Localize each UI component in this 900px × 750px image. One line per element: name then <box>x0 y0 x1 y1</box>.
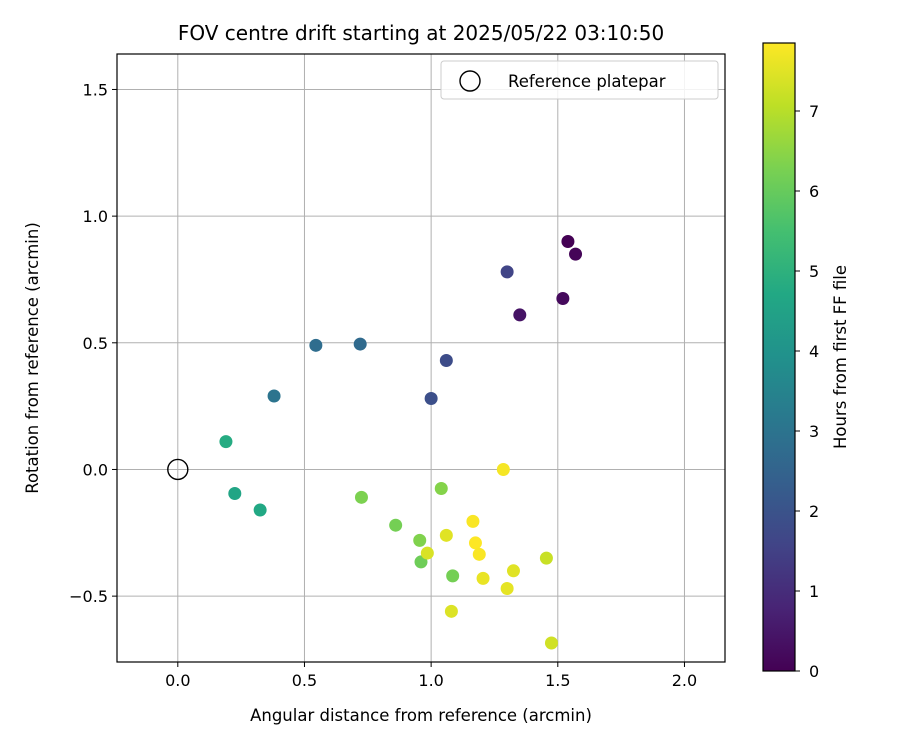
colorbar-ticks: 0 1 2 3 4 5 6 7 <box>795 102 819 681</box>
data-point <box>513 308 527 322</box>
legend-box <box>440 60 719 100</box>
legend-label: Reference platepar <box>508 72 666 91</box>
reference-point-marker <box>167 458 189 481</box>
colorbar-tick-label: 5 <box>809 262 819 281</box>
y-axis-label: Rotation from reference (arcmin) <box>23 222 42 494</box>
data-point <box>500 582 514 596</box>
data-point <box>267 389 281 403</box>
data-point <box>439 354 453 368</box>
x-tick-label: 1.5 <box>545 671 570 690</box>
y-tick-label: 1.0 <box>83 207 108 226</box>
data-points <box>219 234 583 650</box>
y-tick-label: 0.0 <box>83 460 108 479</box>
plot-frame <box>116 53 726 663</box>
data-point <box>556 291 570 305</box>
reference-point-layer <box>167 458 189 481</box>
data-point <box>353 337 367 351</box>
colorbar-tick-label: 1 <box>809 582 819 601</box>
data-point <box>539 551 553 565</box>
colorbar: 0 1 2 3 4 5 6 7 Hours from first FF file <box>762 42 850 681</box>
data-point <box>413 533 427 547</box>
data-point <box>472 547 486 561</box>
data-point <box>496 462 510 476</box>
data-point <box>309 338 323 352</box>
data-point <box>544 636 558 650</box>
colorbar-tick-label: 4 <box>809 342 819 361</box>
colorbar-tick-label: 7 <box>809 102 819 121</box>
x-tick-label: 2.0 <box>672 671 697 690</box>
y-axis-ticks: −0.5 0.0 0.5 1.0 1.5 <box>69 80 117 606</box>
data-point <box>389 518 403 532</box>
x-tick-label: 1.0 <box>418 671 443 690</box>
data-point <box>476 571 490 585</box>
y-tick-label: −0.5 <box>69 587 108 606</box>
data-point <box>420 546 434 560</box>
data-point <box>444 604 458 618</box>
y-tick-label: 1.5 <box>83 80 108 99</box>
colorbar-tick-label: 6 <box>809 182 819 201</box>
data-point <box>219 435 233 449</box>
data-point <box>569 247 583 261</box>
chart-title: FOV centre drift starting at 2025/05/22 … <box>178 21 664 45</box>
data-point <box>354 490 368 504</box>
data-point <box>466 514 480 528</box>
y-tick-label: 0.5 <box>83 334 108 353</box>
data-point <box>446 569 460 583</box>
x-axis-ticks: 0.0 0.5 1.0 1.5 2.0 <box>165 662 697 690</box>
x-axis-label: Angular distance from reference (arcmin) <box>250 706 592 725</box>
legend: Reference platepar <box>440 60 719 100</box>
colorbar-tick-label: 3 <box>809 422 819 441</box>
colorbar-bar <box>762 42 796 672</box>
data-point <box>439 528 453 542</box>
data-point <box>424 392 438 406</box>
data-point <box>228 487 242 501</box>
data-point <box>500 265 514 279</box>
data-point <box>506 564 520 578</box>
data-point <box>468 536 482 550</box>
colorbar-tick-label: 0 <box>809 662 819 681</box>
colorbar-tick-label: 2 <box>809 502 819 521</box>
data-point <box>434 481 448 495</box>
data-point <box>561 234 575 248</box>
grid <box>117 54 725 662</box>
x-tick-label: 0.0 <box>165 671 190 690</box>
legend-marker <box>459 70 481 92</box>
colorbar-label: Hours from first FF file <box>831 265 850 449</box>
x-tick-label: 0.5 <box>292 671 317 690</box>
data-point <box>253 503 267 517</box>
